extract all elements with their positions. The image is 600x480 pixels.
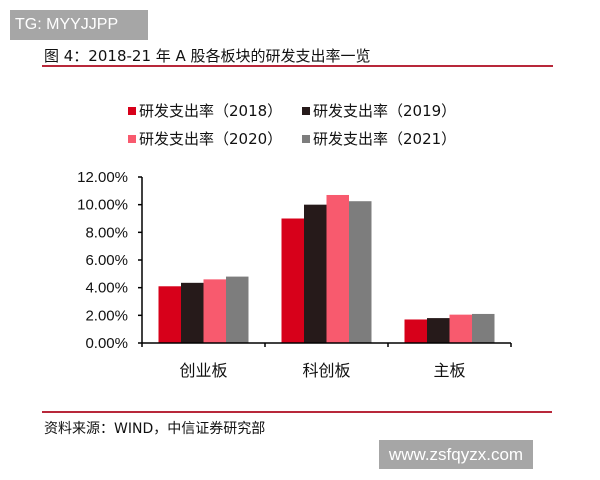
bar [349, 201, 372, 343]
bar [181, 282, 204, 343]
x-axis: 创业板 科创板 主板 [141, 342, 512, 380]
x-category-label: 创业板 [179, 361, 227, 380]
y-tick-label: 12.00% [77, 169, 128, 186]
bar [304, 204, 327, 343]
bar [404, 319, 427, 343]
legend-label-2021: 研发支出率（2021） [313, 130, 457, 148]
bar [326, 194, 349, 343]
title-divider [42, 65, 553, 67]
y-tick-label: 2.00% [85, 307, 128, 324]
bars [158, 194, 495, 343]
y-tick-label: 10.00% [77, 197, 128, 214]
bar [203, 279, 226, 343]
legend-swatch-2021 [302, 134, 310, 143]
legend-swatch-2018 [128, 106, 136, 115]
legend-item-2018: 研发支出率（2018） [128, 100, 282, 121]
bar [427, 318, 450, 343]
y-tick-label: 0.00% [85, 335, 128, 352]
y-tick-label: 6.00% [85, 252, 128, 269]
figure-title: 图 4：2018-21 年 A 股各板块的研发支出率一览 [44, 47, 371, 65]
x-category-label: 科创板 [302, 361, 350, 380]
bar [226, 276, 249, 343]
y-tick-label: 8.00% [85, 224, 128, 241]
legend-label-2019: 研发支出率（2019） [313, 102, 457, 120]
x-category-label: 主板 [433, 361, 465, 380]
source-divider [42, 411, 552, 413]
bar [449, 314, 472, 343]
y-axis: 0.00% 2.00% 4.00% 6.00% 8.00% 10.00% 12.00% [77, 169, 143, 352]
watermark-top: TG: MYYJJPP [10, 10, 148, 40]
bar [281, 218, 304, 343]
legend-swatch-2019 [302, 106, 310, 115]
legend-item-2021: 研发支出率（2021） [302, 128, 456, 149]
watermark-bottom: www.zsfqyzx.com [379, 440, 533, 469]
source-note: 资料来源：WIND，中信证券研究部 [44, 421, 266, 437]
bar [158, 286, 181, 343]
bar [472, 313, 495, 343]
legend-swatch-2020 [128, 134, 136, 143]
legend-label-2018: 研发支出率（2018） [139, 102, 283, 120]
legend-item-2019: 研发支出率（2019） [302, 100, 456, 121]
legend-label-2020: 研发支出率（2020） [139, 130, 283, 148]
legend-item-2020: 研发支出率（2020） [128, 128, 282, 149]
y-tick-label: 4.00% [85, 280, 128, 297]
